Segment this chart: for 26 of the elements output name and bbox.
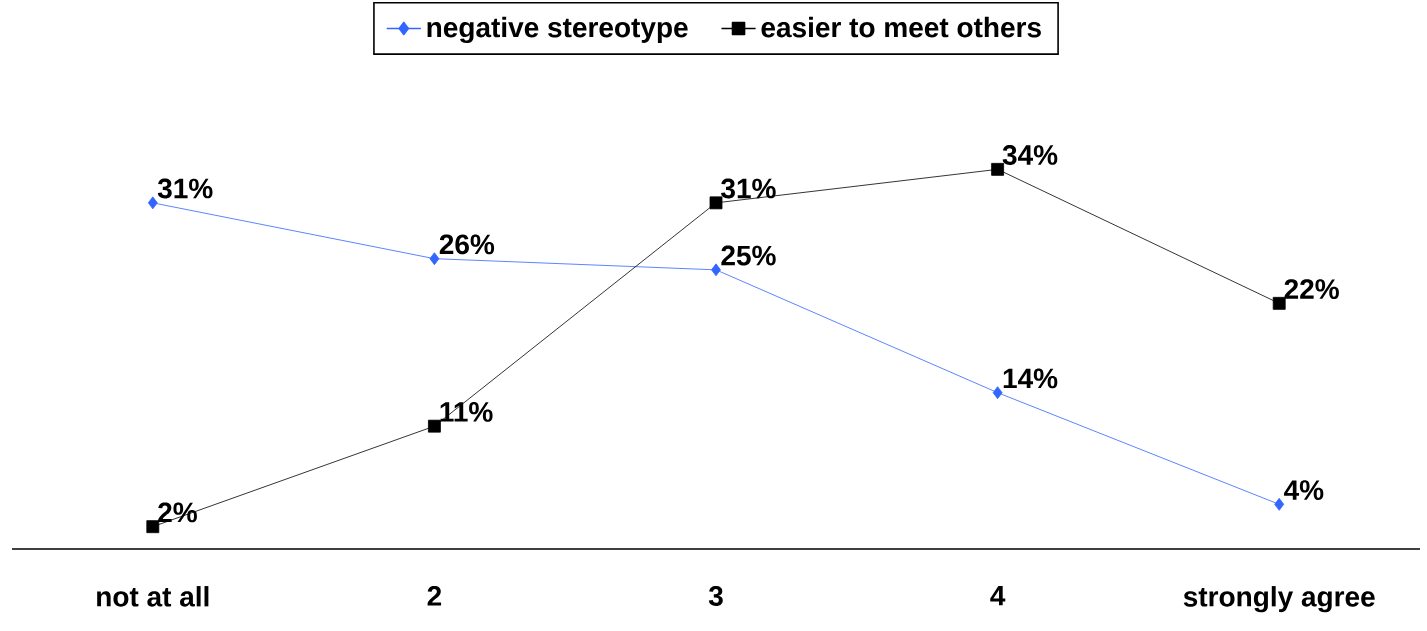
point — [1274, 497, 1285, 511]
point — [992, 386, 1003, 400]
point — [428, 419, 441, 433]
point — [709, 196, 723, 210]
data-label: 22% — [1284, 279, 1339, 299]
point — [147, 196, 158, 210]
point — [146, 520, 160, 534]
point — [1272, 296, 1286, 310]
point — [429, 252, 440, 266]
data-label: 14% — [1003, 368, 1058, 389]
data-label: 31% — [157, 178, 213, 199]
data-label: 31% — [721, 178, 776, 199]
point — [711, 263, 721, 277]
legend-label: easier to meet others — [761, 16, 1041, 38]
x-tick-label: strongly agree — [1183, 586, 1375, 613]
x-tick-label: 2 — [427, 586, 442, 606]
data-label: 26% — [439, 234, 495, 255]
x-tick-label: not at all — [97, 586, 209, 607]
x-tick-label: 4 — [990, 586, 1006, 606]
legend-label: negative stereotype — [427, 16, 688, 44]
data-label: 4% — [1284, 480, 1324, 500]
data-label: 2% — [158, 502, 197, 523]
x-tick-label: 3 — [708, 586, 723, 606]
data-label: 11% — [440, 402, 493, 422]
data-label: 25% — [721, 245, 776, 266]
data-label: 34% — [1002, 145, 1058, 165]
